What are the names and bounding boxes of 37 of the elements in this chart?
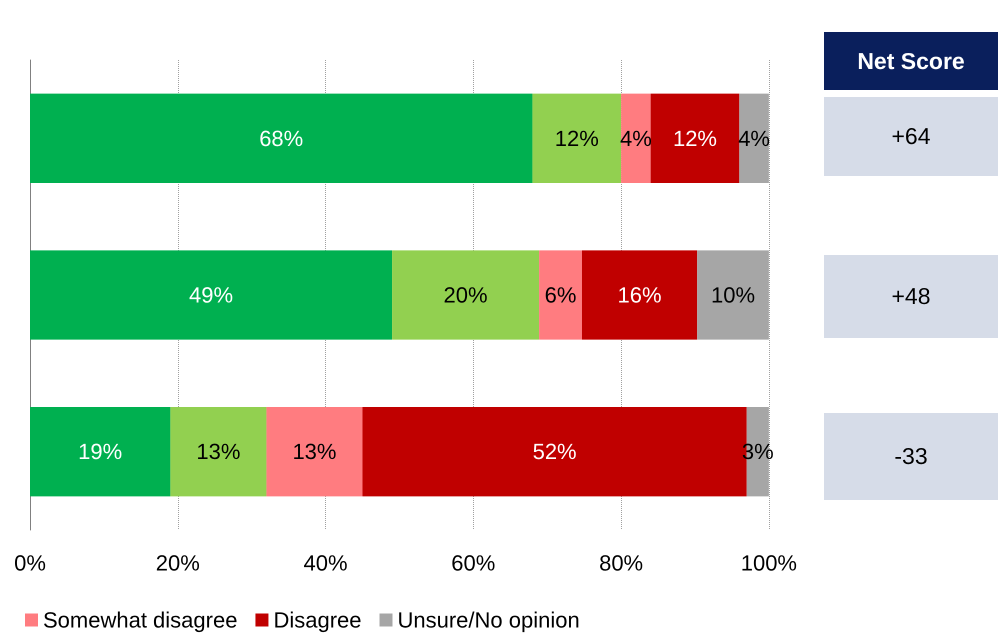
data-label: 13% — [292, 439, 336, 464]
x-tick-label: 40% — [304, 550, 348, 576]
data-label: 12% — [554, 126, 599, 151]
data-label: 19% — [78, 439, 122, 464]
bar — [266, 407, 362, 496]
bar — [30, 407, 170, 496]
data-label: 20% — [444, 282, 488, 308]
data-label: 68% — [259, 126, 304, 151]
data-label: 13% — [196, 439, 240, 464]
bar — [30, 94, 532, 183]
data-label: 52% — [532, 439, 577, 464]
bar — [170, 407, 266, 496]
data-label: 6% — [544, 282, 576, 308]
bar — [650, 94, 740, 183]
legend-label: Unsure/No opinion — [397, 608, 580, 632]
data-label: 10% — [711, 282, 756, 308]
bar — [392, 250, 540, 340]
x-tick-label: 80% — [599, 550, 644, 576]
text: +64 — [824, 97, 998, 176]
data-label: 12% — [672, 126, 718, 151]
text: -33 — [824, 413, 998, 500]
bar — [30, 250, 392, 340]
bar — [539, 250, 582, 340]
text: +48 — [824, 255, 998, 338]
data-label: 49% — [189, 282, 234, 308]
data-label: 16% — [618, 282, 662, 308]
x-tick-label: 60% — [451, 550, 496, 576]
x-tick-label: 0% — [14, 550, 46, 576]
x-tick-label: 100% — [740, 550, 798, 576]
legend-label: Disagree — [273, 608, 362, 632]
bar — [621, 94, 651, 183]
text: Net Score — [824, 32, 998, 90]
data-label: 4% — [620, 126, 652, 151]
x-tick-label: 20% — [156, 550, 200, 576]
legend-label: Somewhat disagree — [43, 608, 238, 632]
bar — [582, 250, 698, 340]
bar — [532, 94, 622, 183]
